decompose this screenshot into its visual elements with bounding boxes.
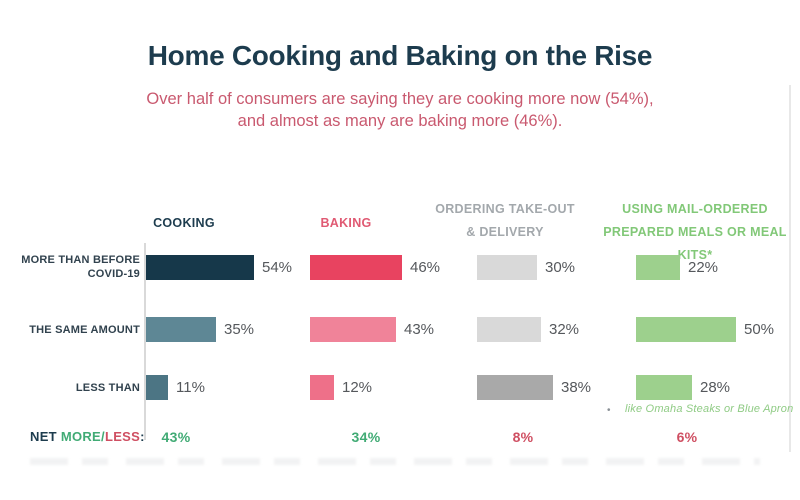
column-header-cooking: COOKING [153,216,215,230]
net-label-more: MORE [60,429,102,444]
bar-using-row3 [636,375,692,400]
column-header-baking: BAKING [320,216,372,230]
bar-value-cooking-row2: 35% [224,321,255,338]
bar-using-row1 [636,255,680,280]
bar-baking-row2 [310,317,396,342]
bar-value-baking-row1: 46% [410,259,441,276]
page-title: Home Cooking and Baking on the Rise [147,40,653,71]
bar-cooking-row2 [146,317,216,342]
bar-baking-row1 [310,255,402,280]
row-label-more: MORE THAN BEFORE COVID-19 [21,254,140,280]
page-subtitle: Over half of consumers are saying they a… [0,88,800,132]
bar-value-baking-row2: 43% [404,321,435,338]
subtitle-line-2: and almost as many are baking more (46%)… [237,112,563,130]
bar-value-ordering-row2: 32% [549,321,580,338]
bar-ordering-row1 [477,255,537,280]
bar-value-using-row3: 28% [700,379,731,396]
bar-value-using-row1: 22% [688,259,719,276]
bar-value-using-row2: 50% [744,321,775,338]
footnote-bullet: • [607,405,611,416]
net-label-colon: : [140,429,145,444]
right-edge-divider [789,85,791,452]
footnote-text: like Omaha Steaks or Blue Apron [625,403,794,415]
net-value-ordering: 8% [512,429,534,445]
bar-ordering-row3 [477,375,553,400]
subtitle-line-1: Over half of consumers are saying they a… [146,90,654,108]
axis-baseline [144,243,146,440]
net-value-baking: 34% [351,429,381,445]
bar-value-baking-row3: 12% [342,379,373,396]
net-label-slash: / [101,429,105,444]
bar-value-cooking-row3: 11% [176,379,205,396]
bar-value-ordering-row3: 38% [561,379,592,396]
blurred-source-strip [30,458,760,465]
net-label-less: LESS [104,429,141,444]
bar-value-ordering-row1: 30% [545,259,576,276]
bar-value-cooking-row1: 54% [262,259,293,276]
bar-using-row2 [636,317,736,342]
bar-baking-row3 [310,375,334,400]
row-label-the: THE SAME AMOUNT [29,324,140,336]
column-header-ordering: ORDERING TAKE-OUT & DELIVERY [435,202,575,239]
bar-ordering-row2 [477,317,541,342]
net-value-cooking: 43% [161,429,191,445]
row-label-less: LESS THAN [75,382,140,394]
bar-cooking-row1 [146,255,254,280]
bar-cooking-row3 [146,375,168,400]
column-header-using: USING MAIL-ORDERED PREPARED MEALS OR MEA… [603,202,787,262]
net-value-using: 6% [676,429,698,445]
net-label-net: NET [30,429,57,444]
net-more-less-label: NET MORE/LESS: [30,429,145,444]
